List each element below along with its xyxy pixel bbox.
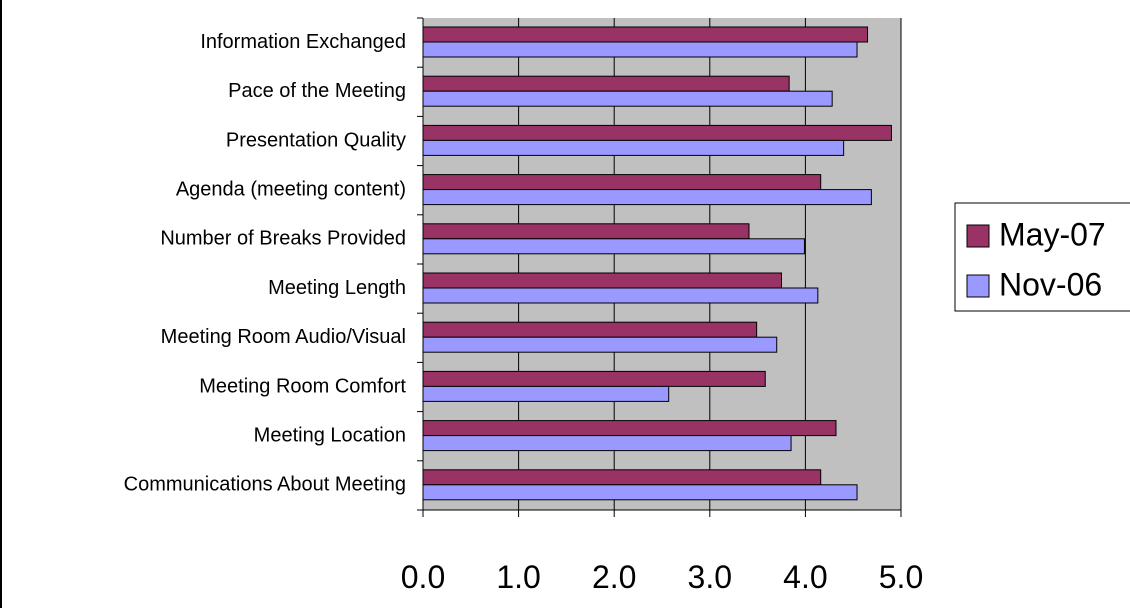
bar-may-07 xyxy=(422,420,837,437)
bar-may-07 xyxy=(422,174,822,191)
x-tick-label: 1.0 xyxy=(496,559,540,595)
bar-may-07 xyxy=(422,223,750,240)
bar-nov-06 xyxy=(422,385,670,402)
x-tick-label: 5.0 xyxy=(879,559,923,595)
bar-nov-06 xyxy=(422,287,819,304)
bar-nov-06 xyxy=(422,484,858,501)
x-tick-label: 4.0 xyxy=(783,559,827,595)
bar-nov-06 xyxy=(422,139,845,156)
category-label: Meeting Location xyxy=(254,424,406,446)
bar-may-07 xyxy=(422,469,822,486)
bar-may-07 xyxy=(422,272,782,289)
legend-swatch xyxy=(966,274,990,298)
category-label: Meeting Room Comfort xyxy=(199,375,406,397)
legend-box xyxy=(954,202,1130,312)
bar-may-07 xyxy=(422,75,790,92)
bar-may-07 xyxy=(422,321,758,338)
legend-label: Nov-06 xyxy=(999,266,1102,302)
category-label: Pace of the Meeting xyxy=(228,80,406,102)
bar-may-07 xyxy=(422,26,869,43)
category-label: Communications About Meeting xyxy=(124,474,406,496)
x-tick-label: 3.0 xyxy=(688,559,732,595)
category-label: Number of Breaks Provided xyxy=(160,228,406,250)
bar-nov-06 xyxy=(422,238,805,255)
category-label: Information Exchanged xyxy=(200,31,406,53)
bar-nov-06 xyxy=(422,90,833,107)
legend-label: May-07 xyxy=(999,216,1106,252)
bar-may-07 xyxy=(422,124,892,141)
bar-may-07 xyxy=(422,370,766,387)
bar-nov-06 xyxy=(422,189,872,206)
category-label: Meeting Room Audio/Visual xyxy=(161,326,406,348)
legend-swatch xyxy=(966,224,990,248)
category-label: Presentation Quality xyxy=(226,129,406,151)
x-tick-label: 0.0 xyxy=(401,559,445,595)
x-tick-label: 2.0 xyxy=(592,559,636,595)
bar-nov-06 xyxy=(422,435,792,452)
bar-nov-06 xyxy=(422,336,778,353)
category-label: Agenda (meeting content) xyxy=(176,178,406,200)
category-label: Meeting Length xyxy=(268,277,406,299)
bar-nov-06 xyxy=(422,41,858,58)
